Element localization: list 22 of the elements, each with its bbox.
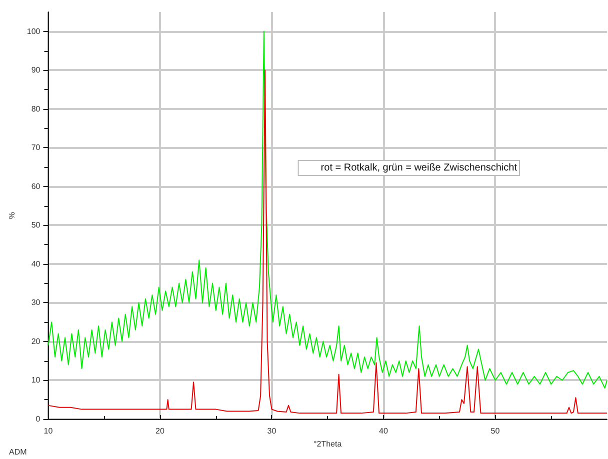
y-tick-label: 20: [31, 336, 41, 346]
x-tick-label: 50: [490, 426, 500, 436]
y-tick-label: 100: [26, 26, 41, 36]
y-axis-title: %: [8, 212, 16, 220]
y-tick-label: 70: [31, 143, 41, 152]
x-tick-label: 30: [267, 426, 277, 436]
y-tick-label: 40: [31, 259, 41, 268]
text: ADM: [9, 448, 28, 456]
y-tick-label: 80: [31, 104, 41, 114]
y-tick-label: 90: [31, 66, 41, 75]
x-axis-title: °2Theta: [314, 439, 342, 448]
x-tick-label: 10: [44, 426, 54, 436]
x-tick-label: 20: [156, 426, 165, 436]
line-series: [48, 70, 608, 414]
y-tick-label: 10: [31, 376, 41, 385]
y-tick-label: 60: [31, 182, 41, 191]
y-tick-label: 50: [31, 220, 41, 230]
line-series: [48, 30, 608, 388]
annotation: rot = Rotkalk, grün = weiße Zwischenschicht: [320, 162, 518, 174]
y-tick-label: 30: [31, 298, 41, 308]
y-tick-label: 0: [36, 414, 41, 424]
x-tick-label: 40: [379, 426, 388, 436]
